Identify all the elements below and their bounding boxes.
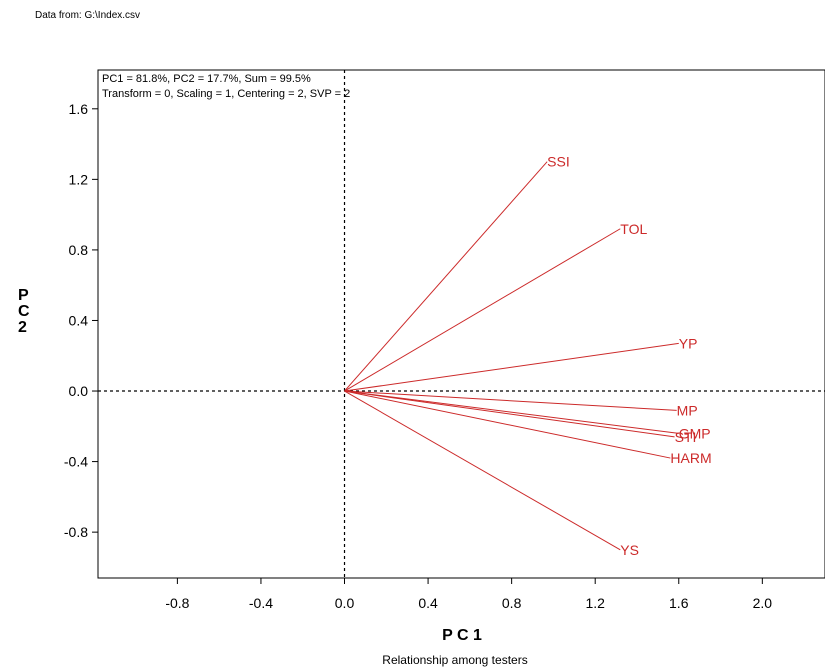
x-tick-label: 0.4: [418, 595, 438, 611]
y-tick-label: 0.0: [69, 383, 89, 399]
x-tick-label: 2.0: [753, 595, 773, 611]
x-tick-label: 0.8: [502, 595, 522, 611]
vector-ssi: [344, 161, 548, 392]
vector-ys: [344, 390, 621, 551]
vector-label-sti: STI: [675, 429, 697, 445]
x-tick-label: 1.2: [585, 595, 605, 611]
x-axis-title: P C 1: [442, 627, 482, 644]
vector-harm: [344, 390, 671, 459]
y-tick-label: 1.6: [69, 101, 89, 117]
vector-yp: [344, 342, 679, 392]
x-tick-label: 0.0: [335, 595, 355, 611]
vector-gmp: [344, 390, 679, 434]
vector-label-yp: YP: [679, 335, 698, 351]
vector-label-tol: TOL: [620, 221, 647, 237]
x-tick-label: -0.8: [165, 595, 189, 611]
vector-label-gmp: GMP: [679, 425, 711, 441]
vector-mp: [344, 390, 677, 411]
vector-sti: [344, 390, 675, 438]
source-note: Data from: G:\Index.csv: [35, 10, 140, 21]
chart-caption: Relationship among testers: [382, 653, 527, 667]
y-tick-label: 1.2: [69, 171, 89, 187]
plot-frame: [97, 69, 825, 579]
y-tick-label: -0.8: [64, 524, 88, 540]
vector-label-harm: HARM: [670, 450, 711, 466]
vector-label-mp: MP: [677, 402, 698, 418]
vector-tol: [344, 228, 621, 392]
y-axis-title-char: P: [18, 287, 29, 304]
y-tick-label: -0.4: [64, 454, 88, 470]
x-axis-ticks: -0.8 -0.4 0.0 0.4 0.8 1.2 1.6 2.0: [165, 578, 772, 611]
vector-label-ssi: SSI: [547, 154, 570, 170]
stats-line-1: PC1 = 81.8%, PC2 = 17.7%, Sum = 99.5%: [102, 73, 311, 85]
y-axis-ticks: 1.6 1.2 0.8 0.4 0.0 -0.4 -0.8: [64, 101, 98, 540]
y-axis-title-char: C: [18, 303, 30, 320]
y-tick-label: 0.4: [69, 312, 89, 328]
reference-lines: [98, 70, 825, 578]
stats-line-2: Transform = 0, Scaling = 1, Centering = …: [102, 88, 350, 100]
x-tick-label: -0.4: [249, 595, 273, 611]
y-axis-title-char: 2: [18, 319, 27, 336]
vector-label-ys: YS: [620, 542, 639, 558]
x-tick-label: 1.6: [669, 595, 689, 611]
y-tick-label: 0.8: [69, 242, 89, 258]
